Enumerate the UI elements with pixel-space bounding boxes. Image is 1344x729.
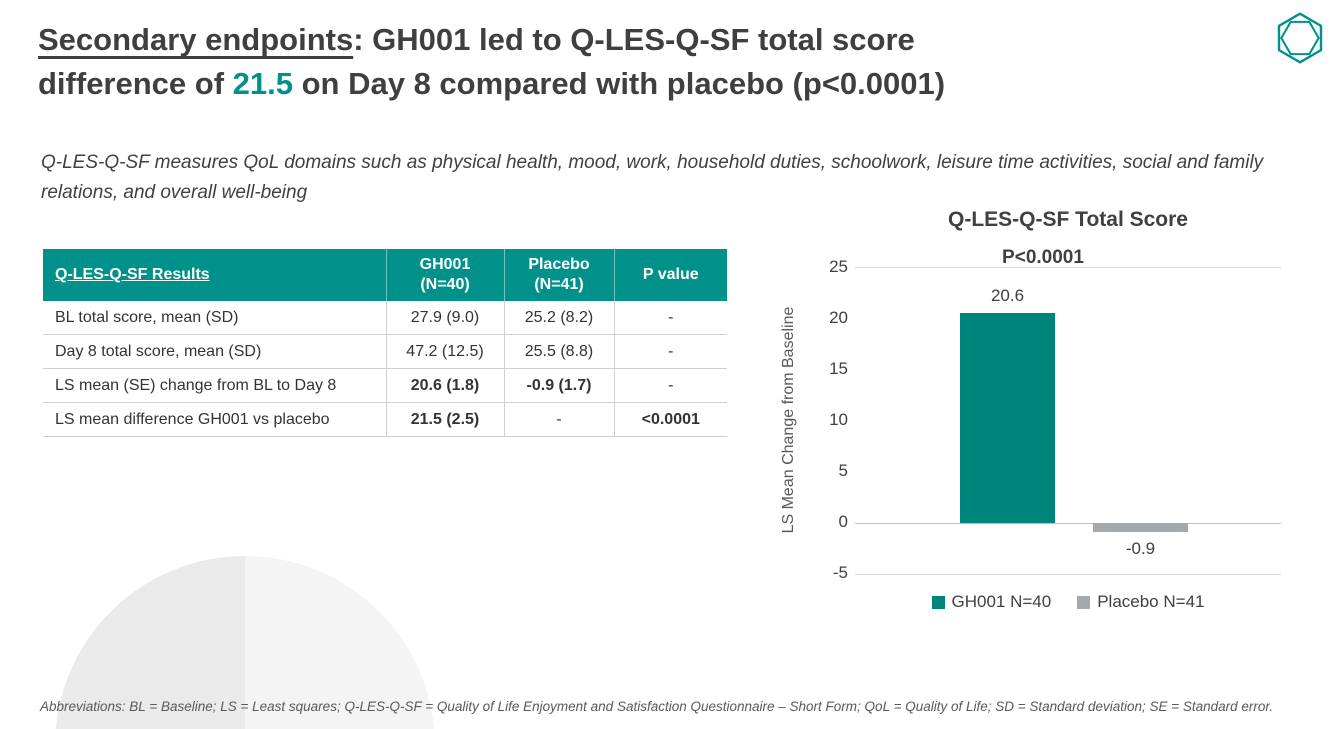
bar-value-label: -0.9 [1125, 539, 1156, 559]
chart-pvalue-annotation: P<0.0001 [1002, 247, 1084, 268]
table-header-row: Q-LES-Q-SF Results GH001 (N=40) Placebo … [43, 249, 727, 301]
table-cell-pvalue: <0.0001 [613, 402, 727, 437]
title-highlight-value: 21.5 [232, 66, 293, 101]
table-row: LS mean difference GH001 vs placebo 21.5… [43, 402, 727, 437]
table-cell-label: LS mean (SE) change from BL to Day 8 [43, 368, 386, 403]
gh001-header-line1: GH001 [419, 256, 471, 273]
y-tick: -5 [832, 563, 848, 582]
placebo-header-line2: (N=41) [534, 276, 584, 293]
legend-item: Placebo N=41 [1077, 592, 1204, 612]
table-cell-gh001: 21.5 (2.5) [385, 402, 504, 437]
table-cell-label: BL total score, mean (SD) [43, 301, 386, 335]
table-cell-gh001: 47.2 (12.5) [385, 334, 504, 369]
footnote-abbreviations: Abbreviations: BL = Baseline; LS = Least… [40, 699, 1274, 714]
page-title: Secondary endpoints: GH001 led to Q-LES-… [38, 18, 1218, 106]
table-header-pvalue: P value [613, 249, 727, 301]
table-cell-gh001: 20.6 (1.8) [385, 368, 504, 403]
bar [1093, 523, 1188, 533]
chart-title: Q-LES-Q-SF Total Score [948, 208, 1188, 231]
table-header-gh001: GH001 (N=40) [385, 249, 504, 301]
company-logo [1272, 10, 1328, 66]
legend-swatch [931, 595, 945, 609]
title-line1-rest: : GH001 led to Q-LES-Q-SF total score [353, 22, 915, 57]
y-tick: 5 [838, 461, 848, 480]
y-tick: 10 [829, 410, 848, 429]
table-row: Day 8 total score, mean (SD) 47.2 (12.5)… [43, 334, 727, 369]
legend-label: Placebo N=41 [1097, 592, 1205, 611]
table-cell-gh001: 27.9 (9.0) [385, 301, 504, 335]
y-tick: 15 [829, 359, 848, 378]
bar [960, 312, 1055, 523]
y-axis-label: LS Mean Change from Baseline [780, 306, 797, 534]
table-cell-label: LS mean difference GH001 vs placebo [43, 402, 386, 437]
table-cell-placebo: 25.5 (8.8) [503, 334, 614, 369]
legend-label: GH001 N=40 [951, 592, 1052, 611]
y-tick: 0 [838, 512, 848, 531]
table-header-results: Q-LES-Q-SF Results [43, 249, 386, 301]
table-header-results-label: Q-LES-Q-SF Results [55, 266, 210, 283]
table-row: LS mean (SE) change from BL to Day 8 20.… [43, 368, 727, 403]
title-line2-pre: difference of [38, 66, 233, 101]
table-cell-pvalue: - [613, 301, 727, 335]
legend-item: GH001 N=40 [931, 592, 1052, 612]
table-row: BL total score, mean (SD) 27.9 (9.0) 25.… [43, 301, 727, 335]
y-tick: 25 [829, 257, 848, 276]
subtitle: Q-LES-Q-SF measures QoL domains such as … [41, 152, 1264, 203]
title-line2-post: on Day 8 compared with placebo (p<0.0001… [293, 66, 946, 101]
gh001-header-line2: (N=40) [420, 276, 470, 293]
plot-area: 20.6 -0.9 [855, 267, 1281, 575]
table-cell-label: Day 8 total score, mean (SD) [43, 334, 386, 369]
legend-swatch [1077, 595, 1091, 609]
table-cell-placebo: 25.2 (8.2) [503, 301, 614, 335]
placebo-header-line1: Placebo [528, 256, 590, 273]
bar-group: 20.6 [960, 268, 1055, 574]
table-cell-placebo: - [503, 402, 614, 437]
chart-legend: GH001 N=40 Placebo N=41 [855, 592, 1281, 612]
results-table: Q-LES-Q-SF Results GH001 (N=40) Placebo … [43, 249, 727, 437]
zero-axis-line [855, 522, 1281, 524]
table-header-placebo: Placebo (N=41) [503, 249, 614, 301]
table-cell-pvalue: - [613, 334, 727, 369]
hexagon-knot-icon [1277, 12, 1323, 64]
title-underlined-text: Secondary endpoints [38, 22, 354, 57]
table-cell-pvalue: - [613, 368, 727, 403]
y-axis-ticks: 25 20 15 10 5 0 -5 [808, 257, 848, 583]
table-cell-placebo: -0.9 (1.7) [503, 368, 614, 403]
bar-group: -0.9 [1093, 268, 1188, 574]
y-tick: 20 [829, 308, 848, 327]
bar-value-label: 20.6 [990, 285, 1025, 305]
